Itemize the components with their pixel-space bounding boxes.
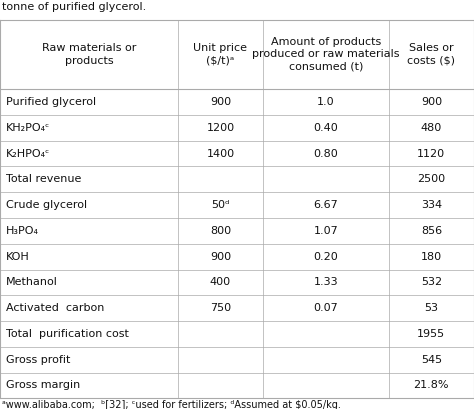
Text: 334: 334 xyxy=(421,200,442,210)
Text: 1.07: 1.07 xyxy=(313,226,338,236)
Text: 400: 400 xyxy=(210,277,231,288)
Text: 53: 53 xyxy=(424,303,438,313)
Text: KH₂PO₄ᶜ: KH₂PO₄ᶜ xyxy=(6,123,50,133)
Text: Sales or
costs ($): Sales or costs ($) xyxy=(407,43,456,65)
Text: Raw materials or
products: Raw materials or products xyxy=(42,43,136,65)
Text: 900: 900 xyxy=(210,252,231,262)
Text: 1955: 1955 xyxy=(417,329,446,339)
Text: 1.33: 1.33 xyxy=(314,277,338,288)
Text: Methanol: Methanol xyxy=(6,277,57,288)
Text: 180: 180 xyxy=(421,252,442,262)
Text: Amount of products
produced or raw materials
consumed (t): Amount of products produced or raw mater… xyxy=(252,37,400,72)
Text: 50ᵈ: 50ᵈ xyxy=(211,200,230,210)
Text: 0.20: 0.20 xyxy=(313,252,338,262)
Text: KOH: KOH xyxy=(6,252,29,262)
Text: 1400: 1400 xyxy=(206,148,235,159)
Text: 21.8%: 21.8% xyxy=(414,380,449,391)
Text: 1200: 1200 xyxy=(206,123,235,133)
Text: Total  purification cost: Total purification cost xyxy=(6,329,128,339)
Text: H₃PO₄: H₃PO₄ xyxy=(6,226,39,236)
Text: Unit price
($/t)ᵃ: Unit price ($/t)ᵃ xyxy=(193,43,247,65)
Text: tonne of purified glycerol.: tonne of purified glycerol. xyxy=(2,2,146,12)
Text: Activated  carbon: Activated carbon xyxy=(6,303,104,313)
Text: 750: 750 xyxy=(210,303,231,313)
Text: Gross margin: Gross margin xyxy=(6,380,80,391)
Text: Gross profit: Gross profit xyxy=(6,355,70,365)
Text: 532: 532 xyxy=(421,277,442,288)
Text: 856: 856 xyxy=(421,226,442,236)
Text: 2500: 2500 xyxy=(417,174,446,184)
Text: 1.0: 1.0 xyxy=(317,97,335,107)
Text: 545: 545 xyxy=(421,355,442,365)
Text: 480: 480 xyxy=(421,123,442,133)
Text: 0.40: 0.40 xyxy=(313,123,338,133)
Text: ᵃwww.alibaba.com;  ᵇ[32]; ᶜused for fertilizers; ᵈAssumed at $0.05/kg.: ᵃwww.alibaba.com; ᵇ[32]; ᶜused for ferti… xyxy=(2,400,341,409)
Text: 0.80: 0.80 xyxy=(313,148,338,159)
Text: 900: 900 xyxy=(210,97,231,107)
Text: 6.67: 6.67 xyxy=(313,200,338,210)
Text: 1120: 1120 xyxy=(417,148,446,159)
Text: K₂HPO₄ᶜ: K₂HPO₄ᶜ xyxy=(6,148,50,159)
Text: 800: 800 xyxy=(210,226,231,236)
Text: 0.07: 0.07 xyxy=(313,303,338,313)
Text: Total revenue: Total revenue xyxy=(6,174,81,184)
Text: 900: 900 xyxy=(421,97,442,107)
Text: Crude glycerol: Crude glycerol xyxy=(6,200,87,210)
Text: Purified glycerol: Purified glycerol xyxy=(6,97,96,107)
